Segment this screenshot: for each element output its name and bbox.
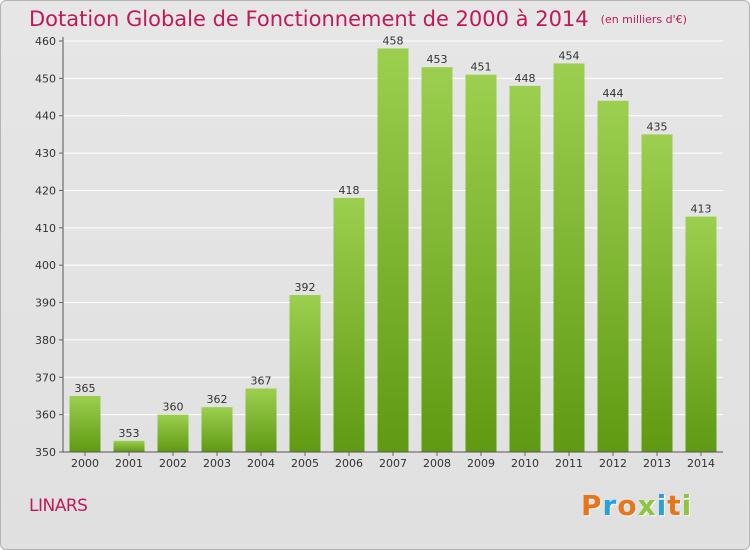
logo-letter: t: [667, 489, 682, 522]
bars: [69, 48, 717, 453]
bar-2001: [113, 440, 145, 452]
bar-2004: [245, 388, 277, 452]
y-tick-label: 460: [35, 35, 56, 48]
x-tick-label: 2003: [203, 457, 231, 470]
y-tick-label: 440: [35, 110, 56, 123]
logo-letter: i: [656, 489, 668, 522]
data-label: 444: [603, 87, 624, 100]
x-tick-label: 2007: [379, 457, 407, 470]
proxiti-logo: Proxiti: [581, 489, 692, 522]
data-label: 392: [295, 281, 316, 294]
x-tick-label: 2001: [115, 457, 143, 470]
y-tick-label: 350: [35, 446, 56, 459]
bar-2012: [597, 100, 629, 453]
bar-2014: [685, 216, 717, 452]
data-label: 367: [251, 374, 272, 387]
chart-title-block: Dotation Globale de Fonctionnement de 20…: [29, 7, 687, 31]
y-tick-label: 370: [35, 371, 56, 384]
commune-name: LINARS: [29, 496, 88, 516]
bar-2009: [465, 74, 497, 453]
logo-letter: x: [637, 489, 657, 522]
labels: 350 360 370 380 390 400 410 420 430 440 450 460 365 2…: [35, 34, 715, 470]
x-tick-label: 2013: [643, 457, 671, 470]
data-label: 451: [471, 61, 492, 74]
y-tick-label: 430: [35, 147, 56, 160]
logo-letter: o: [617, 489, 638, 522]
bar-2013: [641, 134, 673, 452]
x-tick-label: 2004: [247, 457, 275, 470]
bar-2005: [289, 295, 321, 452]
x-tick-label: 2011: [555, 457, 583, 470]
y-tick-label: 450: [35, 72, 56, 85]
bar-2010: [509, 85, 541, 452]
data-label: 453: [427, 53, 448, 66]
x-tick-label: 2006: [335, 457, 363, 470]
bar-2008: [421, 67, 453, 453]
bar-2000: [69, 395, 101, 452]
chart-subtitle: (en milliers d'€): [600, 13, 687, 26]
y-tick-label: 390: [35, 297, 56, 310]
x-tick-label: 2010: [511, 457, 539, 470]
axes: [59, 37, 723, 456]
data-label: 413: [691, 203, 712, 216]
x-tick-label: 2000: [71, 457, 99, 470]
bar-2003: [201, 407, 233, 452]
data-label: 418: [339, 184, 360, 197]
data-label: 448: [515, 72, 536, 85]
x-tick-label: 2002: [159, 457, 187, 470]
x-tick-label: 2008: [423, 457, 451, 470]
logo-letter: P: [581, 489, 603, 522]
x-tick-label: 2009: [467, 457, 495, 470]
chart-title: Dotation Globale de Fonctionnement de 20…: [29, 7, 589, 31]
x-tick-label: 2005: [291, 457, 319, 470]
y-tick-label: 410: [35, 222, 56, 235]
bar-2006: [333, 197, 365, 452]
y-tick-label: 360: [35, 409, 56, 422]
data-label: 360: [163, 401, 184, 414]
bar-2011: [553, 63, 585, 452]
x-tick-label: 2012: [599, 457, 627, 470]
logo-letter: i: [681, 489, 693, 522]
bar-2007: [377, 48, 409, 453]
y-tick-label: 380: [35, 334, 56, 347]
logo-letter: r: [602, 489, 618, 522]
data-label: 454: [559, 49, 580, 62]
data-label: 458: [383, 34, 404, 47]
y-tick-label: 420: [35, 184, 56, 197]
y-tick-label: 400: [35, 259, 56, 272]
data-label: 362: [207, 393, 228, 406]
bar-2002: [157, 414, 189, 452]
data-label: 365: [75, 382, 96, 395]
data-label: 435: [647, 120, 668, 133]
data-label: 353: [119, 427, 140, 440]
x-tick-label: 2014: [687, 457, 715, 470]
